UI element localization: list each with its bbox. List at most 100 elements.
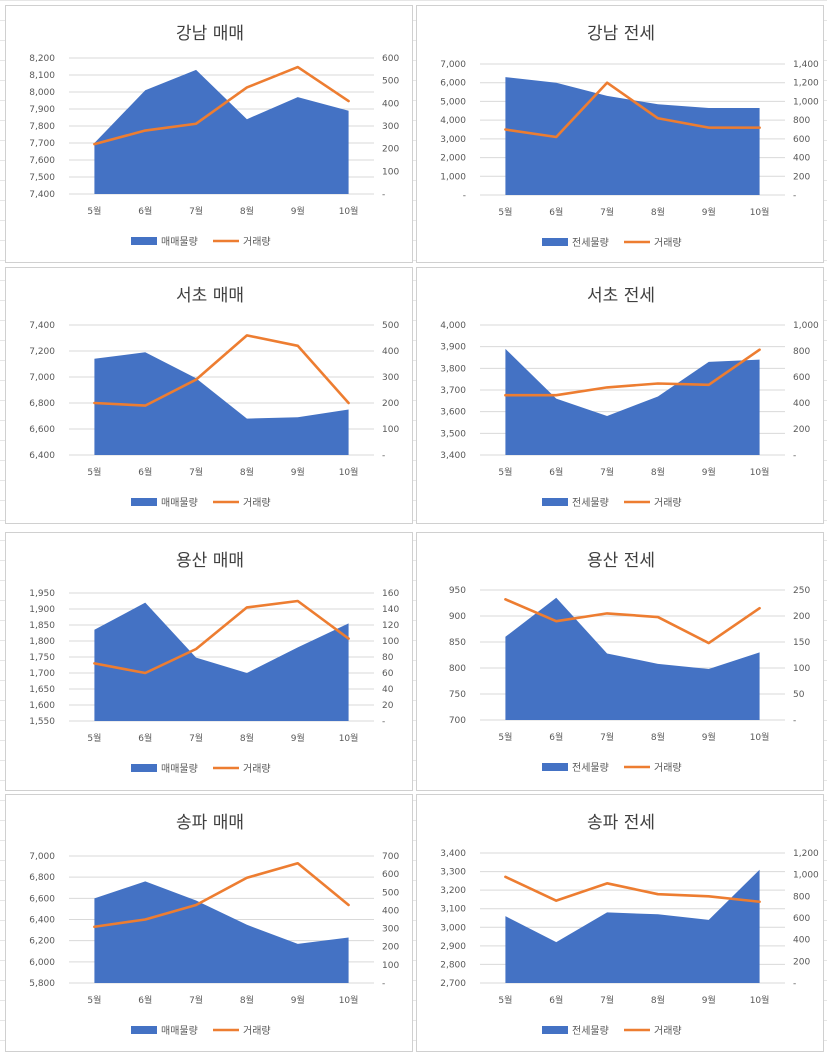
x-tick-label: 7월 [189,205,203,217]
y-left-tick-label: 2,900 [440,942,466,952]
chart-panel[interactable]: 강남 매매 7,400 7,500 7,600 7,700 7,800 7,900 8,000… [5,5,413,263]
y-left-tick-label: 7,000 [29,852,55,862]
chart-panel[interactable]: 송파 전세 2,700 2,800 2,900 3,000 3,100 3,200 3,300… [416,794,824,1052]
y-left-tick-label: 6,800 [29,399,55,409]
x-tick-label: 9월 [291,205,305,217]
chart-panel[interactable]: 송파 매매 5,800 6,000 6,200 6,400 6,600 6,800 7,000… [5,794,413,1052]
x-tick-label: 5월 [498,206,512,218]
y-left-tick-label: 8,200 [29,54,55,64]
legend-label: 거래량 [654,762,682,774]
y-right-tick-label: 400 [382,906,399,916]
chart-panel[interactable]: 서초 매매 6,400 6,600 6,800 7,000 7,200 7,400 - 100 2… [5,267,413,524]
chart-svg: 강남 전세 - 1,000 2,000 3,000 4,000 5,000 6,000 7,00… [440,24,819,249]
y-right-tick-label: 400 [793,399,810,409]
x-tick-label: 5월 [87,994,101,1006]
y-left-tick-label: 5,000 [440,97,466,107]
y-right-tick-label: 800 [793,892,810,902]
y-left-tick-label: 6,000 [440,79,466,89]
y-left-tick-label: 850 [449,638,466,648]
y-right-tick-label: 1,400 [793,60,819,70]
y-left-tick-label: 3,900 [440,343,466,353]
y-right-tick-label: 600 [382,54,399,64]
chart-panel[interactable]: 용산 매매 1,550 1,600 1,650 1,700 1,750 1,800 1,850… [5,532,413,791]
y-right-tick-label: - [793,451,796,461]
y-left-tick-label: 6,400 [29,916,55,926]
x-tick-label: 7월 [600,466,614,478]
x-tick-label: 8월 [240,994,254,1006]
x-tick-label: 7월 [600,731,614,743]
y-right-tick-label: 400 [793,154,810,164]
y-left-tick-label: 800 [449,664,466,674]
x-tick-label: 10월 [750,731,770,743]
x-tick-label: 6월 [549,994,563,1006]
chart-title: 송파 매매 [176,813,244,833]
y-left-tick-label: 3,000 [440,923,466,933]
line-series [93,334,350,407]
y-left-tick-label: 7,400 [29,321,55,331]
y-right-tick-label: 600 [793,914,810,924]
y-right-tick-label: 300 [382,925,399,935]
x-tick-label: 7월 [600,994,614,1006]
legend-label: 거래량 [654,237,682,249]
legend-swatch-area [131,498,157,506]
y-right-tick-label: 1,000 [793,97,819,107]
y-right-tick-label: 100 [382,961,399,971]
x-tick-label: 5월 [498,466,512,478]
line-series [504,875,761,904]
y-left-tick-label: 8,100 [29,71,55,81]
x-tick-label: 6월 [549,206,563,218]
chart-svg: 서초 매매 6,400 6,600 6,800 7,000 7,200 7,400 - 100 2… [29,286,399,509]
y-left-tick-label: 7,600 [29,156,55,166]
y-left-tick-label: 6,600 [29,425,55,435]
x-tick-label: 10월 [750,206,770,218]
x-tick-label: 6월 [549,731,563,743]
y-left-tick-label: 1,700 [29,669,55,679]
y-left-tick-label: 7,500 [29,173,55,183]
line-series [93,599,350,675]
chart-svg: 용산 매매 1,550 1,600 1,650 1,700 1,750 1,800 1,850… [29,551,399,775]
y-left-tick-label: 3,600 [440,408,466,418]
y-right-tick-label: - [793,979,796,989]
chart-panel[interactable]: 용산 전세 700 750 800 850 900 950 - 50 100 150 200 250 5월… [416,532,824,791]
y-left-tick-label: 2,800 [440,960,466,970]
y-right-tick-label: 100 [382,425,399,435]
chart-panel[interactable]: 서초 전세 3,400 3,500 3,600 3,700 3,800 3,900 4,000… [416,267,824,524]
y-left-tick-label: 7,000 [440,60,466,70]
area-series [94,602,349,721]
legend-label: 전세물량 [572,497,609,509]
legend-swatch-area [131,764,157,772]
x-tick-label: 5월 [498,731,512,743]
legend-label: 전세물량 [572,237,609,249]
y-left-tick-label: 3,800 [440,364,466,374]
y-left-tick-label: 950 [449,586,466,596]
y-left-tick-label: 4,000 [440,116,466,126]
area-series [505,597,760,720]
y-left-tick-label: 1,650 [29,685,55,695]
y-left-tick-label: 750 [449,690,466,700]
x-tick-label: 7월 [189,466,203,478]
y-right-tick-label: 50 [793,690,805,700]
legend-swatch-area [542,498,568,506]
legend-label: 거래량 [243,497,271,509]
y-right-tick-label: 1,200 [793,79,819,89]
line-series [504,348,761,397]
x-tick-label: 5월 [87,205,101,217]
y-left-tick-label: 1,750 [29,653,55,663]
x-tick-label: 8월 [651,206,665,218]
y-right-tick-label: 1,000 [793,871,819,881]
chart-panel[interactable]: 강남 전세 - 1,000 2,000 3,000 4,000 5,000 6,000 7,00… [416,5,824,263]
y-right-tick-label: - [793,191,796,201]
y-right-tick-label: 60 [382,669,394,679]
y-left-tick-label: 6,600 [29,894,55,904]
y-left-tick-label: 3,400 [440,849,466,859]
line-series [504,598,761,645]
y-left-tick-label: 3,000 [440,135,466,145]
chart-title: 송파 전세 [587,813,655,833]
chart-svg: 강남 매매 7,400 7,500 7,600 7,700 7,800 7,900 8,000… [29,24,399,248]
y-left-tick-label: 7,200 [29,347,55,357]
x-tick-label: 10월 [339,466,359,478]
y-right-tick-label: 500 [382,77,399,87]
legend-label: 매매물량 [161,763,198,775]
y-left-tick-label: 4,000 [440,321,466,331]
x-tick-label: 10월 [750,994,770,1006]
